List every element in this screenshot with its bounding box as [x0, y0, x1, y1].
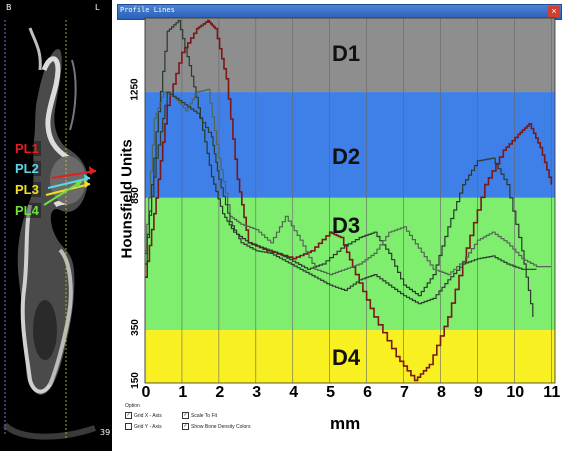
pl3-label: PL3 — [13, 182, 41, 197]
y-tick-1250: 1250 — [129, 78, 141, 101]
x-axis-label: mm — [330, 414, 361, 433]
pl1-label: PL1 — [13, 141, 41, 156]
x-tick-5: 5 — [326, 384, 336, 401]
band-label-d3: D3 — [332, 212, 361, 238]
x-tick-9: 9 — [473, 384, 483, 401]
show-colors-label: Show Bone Density Colors — [191, 423, 251, 430]
band-d4 — [145, 330, 555, 383]
y-tick-150: 150 — [129, 372, 141, 389]
series-line-1 — [145, 19, 553, 382]
x-tick-7: 7 — [400, 384, 409, 401]
show-colors-checkbox[interactable]: ✓ Show Bone Density Colors — [182, 423, 250, 430]
options-heading: Option — [125, 403, 140, 409]
series-line-3 — [145, 88, 552, 276]
profile-lines-window: Profile Lines × D1 D2 D3 D4 150 350 850 1250 0… — [112, 0, 562, 451]
series-line-2 — [145, 20, 534, 317]
plot-frame — [144, 17, 556, 384]
pl2-label: PL2 — [13, 161, 41, 176]
colors-check-icon: ✓ — [182, 423, 189, 430]
grid-x-checkbox[interactable]: ✓ Grid X - Axis — [125, 412, 162, 419]
y-axis-label: Hounsfield Units — [118, 139, 136, 259]
x-tick-0: 0 — [141, 384, 151, 401]
pl4-label: PL4 — [13, 203, 41, 218]
band-d3 — [145, 197, 555, 331]
profile-chart — [144, 17, 556, 384]
scale-check-icon: ✓ — [182, 412, 189, 419]
density-bands — [145, 18, 555, 383]
band-label-d4: D4 — [332, 345, 361, 371]
grid-y-check-box — [125, 423, 132, 430]
band-label-d2: D2 — [332, 143, 361, 169]
close-icon[interactable]: × — [548, 6, 560, 17]
x-tick-11: 11 — [543, 384, 561, 401]
ct-image-panel: B L 39 PL1 PL2 PL3 PL4 — [0, 0, 112, 451]
band-label-d1: D1 — [332, 41, 361, 67]
grid-x-label: Grid X - Axis — [134, 412, 162, 419]
ct-scan-image — [0, 0, 112, 451]
x-tick-3: 3 — [252, 384, 262, 401]
ct-corner-label-left: B — [6, 3, 12, 12]
ct-corner-label-right: L — [95, 3, 100, 12]
grid-y-label: Grid Y - Axis — [134, 423, 162, 430]
scale-to-fit-checkbox[interactable]: ✓ Scale To Fit — [182, 412, 217, 419]
grid-x-check-icon: ✓ — [125, 412, 132, 419]
y-tick-350: 350 — [129, 319, 141, 336]
x-tick-10: 10 — [506, 384, 525, 401]
window-title: Profile Lines — [120, 6, 175, 14]
x-tick-6: 6 — [363, 384, 373, 401]
ct-slice-number: 39 — [100, 428, 111, 437]
grid-y-checkbox[interactable]: Grid Y - Axis — [125, 423, 162, 430]
band-d1 — [145, 18, 555, 93]
x-tick-4: 4 — [289, 384, 299, 401]
x-tick-8: 8 — [436, 384, 446, 401]
scale-to-fit-label: Scale To Fit — [191, 412, 218, 419]
x-tick-2: 2 — [215, 384, 225, 401]
chart-series — [145, 19, 553, 382]
x-tick-1: 1 — [178, 384, 188, 401]
series-line-4 — [145, 91, 537, 305]
